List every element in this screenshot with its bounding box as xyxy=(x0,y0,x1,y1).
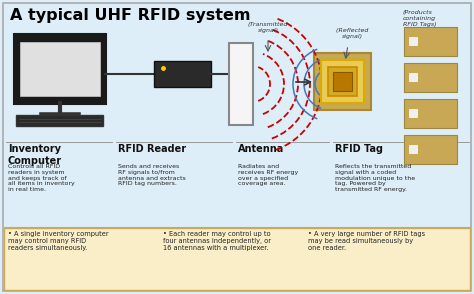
FancyBboxPatch shape xyxy=(154,61,211,87)
FancyBboxPatch shape xyxy=(229,43,253,125)
Text: • A very large number of RFID tags
may be read simultaneously by
one reader.: • A very large number of RFID tags may b… xyxy=(308,231,425,251)
Text: Radiates and
receives RF energy
over a specified
coverage area.: Radiates and receives RF energy over a s… xyxy=(238,164,298,186)
Text: Inventory
Computer: Inventory Computer xyxy=(8,144,62,166)
Text: • Each reader may control up to
four antennas independently, or
16 antennas with: • Each reader may control up to four ant… xyxy=(163,231,271,251)
Text: (Transmitted
signal): (Transmitted signal) xyxy=(248,22,288,33)
Text: Controls all RFID
readers in system
and keeps track of
all items in inventory
in: Controls all RFID readers in system and … xyxy=(8,164,75,192)
Text: (Re​flected
signal): (Re​flected signal) xyxy=(336,28,368,39)
FancyBboxPatch shape xyxy=(404,63,457,91)
FancyBboxPatch shape xyxy=(17,114,103,126)
FancyBboxPatch shape xyxy=(404,26,457,56)
FancyBboxPatch shape xyxy=(404,98,457,128)
FancyBboxPatch shape xyxy=(333,72,352,91)
FancyBboxPatch shape xyxy=(321,60,364,103)
Text: Reflects the transmitted
signal with a coded
modulation unique to the
tag. Power: Reflects the transmitted signal with a c… xyxy=(335,164,415,192)
FancyBboxPatch shape xyxy=(409,109,417,117)
FancyBboxPatch shape xyxy=(20,42,100,96)
Text: (Products
containing
RFID Tags): (Products containing RFID Tags) xyxy=(403,10,437,26)
Text: A typical UHF RFID system: A typical UHF RFID system xyxy=(10,8,250,23)
Text: • A single inventory computer
may control many RFID
readers simultaneously.: • A single inventory computer may contro… xyxy=(8,231,109,251)
Text: RFID Reader: RFID Reader xyxy=(118,144,186,154)
FancyBboxPatch shape xyxy=(409,145,417,153)
FancyBboxPatch shape xyxy=(404,134,457,163)
Text: Sends and receives
RF signals to/from
antenna and extracts
RFID tag numbers.: Sends and receives RF signals to/from an… xyxy=(118,164,186,186)
FancyBboxPatch shape xyxy=(328,67,357,96)
FancyBboxPatch shape xyxy=(409,37,417,45)
Text: Antenna: Antenna xyxy=(238,144,284,154)
FancyBboxPatch shape xyxy=(4,228,470,290)
FancyBboxPatch shape xyxy=(409,73,417,81)
FancyBboxPatch shape xyxy=(314,53,371,110)
Text: RFID Tag: RFID Tag xyxy=(335,144,383,154)
FancyBboxPatch shape xyxy=(14,34,106,104)
FancyBboxPatch shape xyxy=(3,3,471,291)
